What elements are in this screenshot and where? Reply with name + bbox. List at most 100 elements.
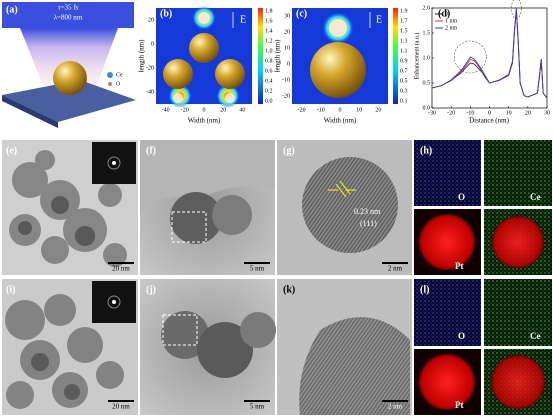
element-label: Ce: [530, 331, 541, 341]
colorbar-label: 1.2: [265, 38, 273, 44]
colorbar-label: 0.7: [400, 68, 408, 74]
legend-text: Ce: [116, 72, 123, 78]
colorbar-label: 1.6: [265, 18, 273, 24]
panel-b: (b) E Width (nm) length (nm) -40 -20 0 20 40…: [138, 6, 273, 125]
x-tick-label: -30: [428, 110, 436, 116]
panel-i: (i) 20 nm: [2, 279, 138, 415]
lattice-spacing: 0.23 nm: [354, 207, 381, 216]
panel-f: (f) 5 nm: [140, 140, 275, 275]
legend-o: [108, 82, 112, 86]
panel-label: (k): [283, 284, 295, 295]
colorbar-label: 1.7: [400, 18, 408, 24]
y-tick-label: 2.0: [423, 5, 431, 11]
x-tick-label: 10: [356, 107, 362, 113]
particle: [163, 59, 193, 89]
colorbar-label: 0.3: [400, 88, 408, 94]
panel-label: (f): [146, 145, 156, 156]
colorbar-label: 1.0: [265, 48, 273, 54]
scale-bar: 2 nm: [388, 265, 403, 273]
y-label: Enhancement (a.u.): [413, 33, 420, 80]
field-label: E: [376, 14, 382, 25]
y-tick-label: 0.0: [423, 105, 431, 111]
pulse: τ=35 fs: [58, 4, 79, 12]
panel-c: (c) E Width (nm) length (nm) -20 -10 0 10 20…: [274, 8, 408, 125]
lattice-plane: (111): [360, 219, 377, 228]
colorbar: [258, 8, 263, 104]
y-tick-label: 0.5: [423, 80, 431, 86]
substrate-side: [2, 95, 58, 128]
legend-text: 2 nm: [445, 25, 458, 31]
scale-bar: 5 nm: [250, 265, 265, 273]
panel-l: (l) O Ce Pt: [414, 279, 552, 415]
x-tick-label: -20: [447, 110, 455, 116]
colorbar-label: 0.1: [400, 98, 408, 104]
y-tick-label: 20: [284, 29, 290, 35]
y-tick-label: -10: [282, 77, 290, 83]
x-tick-label: 20: [220, 107, 226, 113]
colorbar-label: 1.1: [400, 48, 408, 54]
colorbar-label: 1.5: [400, 28, 408, 34]
particle: [53, 61, 87, 95]
y-tick-label: -20: [146, 65, 154, 71]
colorbar-label: 0.4: [265, 78, 273, 84]
panel-d: (d) Distance (nm) Enhancement (a.u.) -30…: [413, 0, 550, 125]
colorbar: [393, 8, 398, 104]
particle: [310, 42, 366, 98]
x-tick-label: 0: [203, 107, 206, 113]
panel-label: (b): [160, 8, 172, 19]
legend-ce: [107, 72, 113, 78]
panel-a: (a) τ=35 fs λ=800 nm Ce O: [0, 0, 138, 128]
y-tick-label: 1.5: [423, 30, 431, 36]
colorbar-label: 0.9: [400, 58, 408, 64]
panel-label: (j): [146, 284, 156, 295]
x-label: Width (nm): [188, 117, 221, 125]
panel-label: (e): [6, 145, 17, 156]
scale-bar: 2 nm: [388, 403, 403, 411]
element-label: Pt: [455, 261, 464, 271]
y-label: length (nm): [274, 39, 282, 73]
zoom-circle: [454, 40, 487, 74]
y-tick-label: 0: [287, 61, 290, 67]
scale-bar: 5 nm: [250, 403, 265, 411]
legend-text: 0: [445, 11, 448, 17]
x-tick-label: 10: [506, 110, 512, 116]
panel-h: (h) O Ce Pt: [414, 140, 552, 275]
panel-label: (h): [420, 145, 432, 156]
particle: [215, 59, 245, 89]
x-label: Distance (nm): [469, 117, 510, 125]
panel-g: (g) 0.23 nm (111) 2 nm: [277, 140, 412, 275]
panel-label: (d): [438, 8, 450, 19]
x-tick-label: -20: [181, 107, 189, 113]
colorbar-label: 1.3: [400, 38, 408, 44]
y-tick-label: 20: [148, 17, 154, 23]
colorbar-label: 1.4: [265, 28, 273, 34]
series-line: [431, 8, 548, 99]
panel-label: (l): [420, 284, 429, 295]
substrate: [2, 80, 136, 122]
panel-label: (g): [283, 145, 295, 156]
element-label: O: [458, 331, 465, 341]
x-tick-label: -10: [317, 107, 325, 113]
eds-map: [414, 140, 481, 206]
x-tick-label: 30: [544, 110, 550, 116]
particle: [189, 33, 219, 63]
legend-text: 1 nm: [445, 18, 458, 24]
wavelength: λ=800 nm: [54, 14, 83, 22]
panel-label: (a): [6, 4, 18, 15]
colorbar-label: 0.6: [265, 68, 273, 74]
x-label: Width (nm): [324, 117, 357, 125]
colorbar-label: 0.0: [265, 98, 273, 104]
laser: [2, 2, 134, 28]
eds-map: [414, 279, 481, 346]
colorbar-label: 0.5: [400, 78, 408, 84]
x-tick-label: 0: [339, 107, 342, 113]
colorbar-label: 1.9: [400, 8, 408, 14]
panel-label: (c): [296, 8, 307, 19]
y-tick-label: 1.0: [423, 55, 431, 61]
x-tick-label: 0: [488, 110, 491, 116]
scale-bar: 20 nm: [112, 265, 130, 273]
y-tick-label: 10: [284, 45, 290, 51]
legend-text: O: [116, 81, 121, 87]
y-tick-label: 30: [284, 13, 290, 19]
